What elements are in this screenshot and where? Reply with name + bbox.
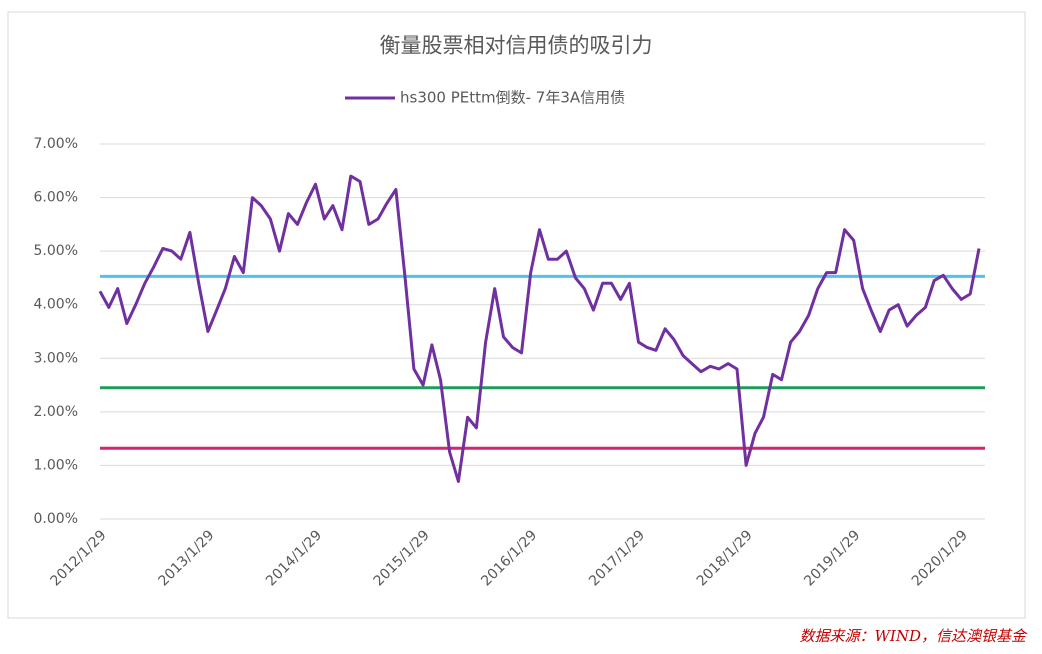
y-tick-label: 7.00%	[34, 136, 78, 152]
source-note: 数据来源：WIND，信达澳银基金	[800, 627, 1028, 645]
y-tick-label: 0.00%	[34, 511, 78, 527]
y-tick-label: 5.00%	[34, 243, 78, 259]
series-line	[98, 174, 981, 483]
y-tick-label: 4.00%	[34, 297, 78, 313]
y-tick-label: 6.00%	[34, 190, 78, 206]
chart-frame	[7, 11, 1026, 619]
y-tick-label: 3.00%	[34, 350, 78, 366]
legend-label: hs300 PEttm倒数- 7年3A信用债	[400, 89, 625, 107]
chart-title: 衡量股票相对信用债的吸引力	[380, 34, 653, 58]
y-tick-label: 1.00%	[34, 457, 78, 473]
y-tick-label: 2.00%	[34, 404, 78, 420]
